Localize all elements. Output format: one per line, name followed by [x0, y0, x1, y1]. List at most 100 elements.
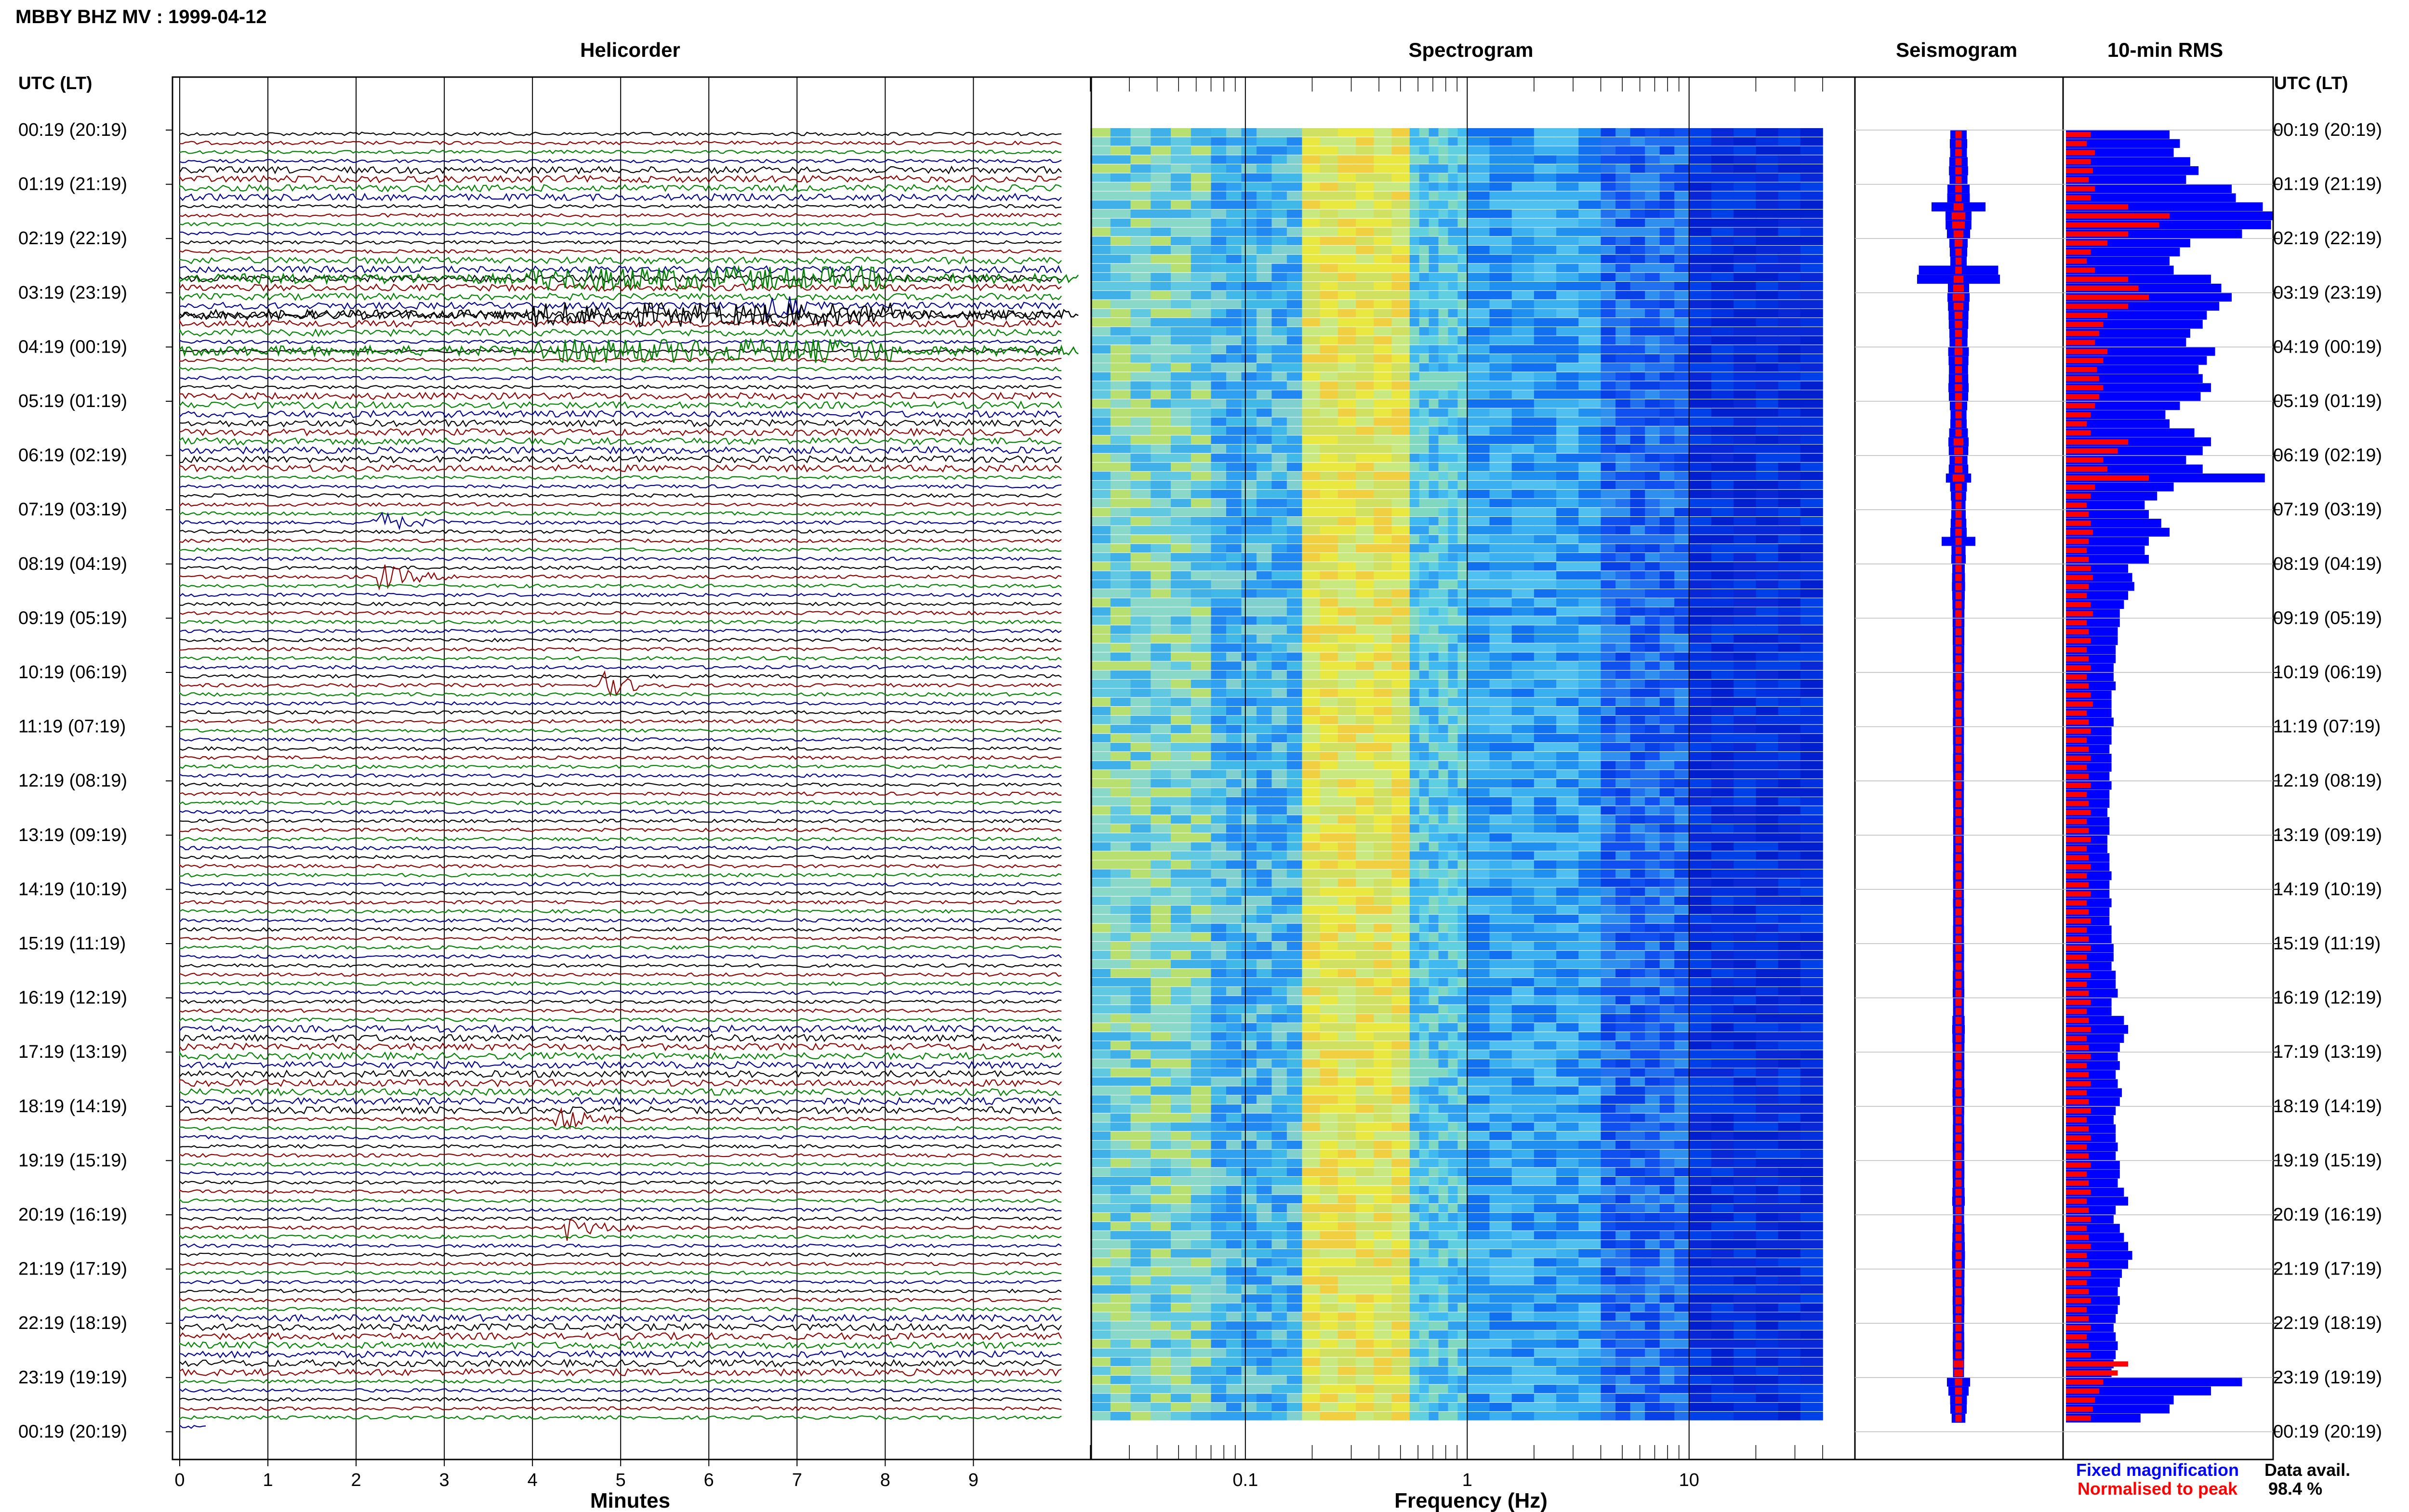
spectrogram-cell: [1191, 933, 1212, 941]
spectrogram-cell: [1578, 643, 1602, 652]
spectrogram-cell: [1356, 1158, 1375, 1168]
spectrogram-cell: [1226, 354, 1242, 363]
spectrogram-cell: [1337, 209, 1356, 218]
spectrogram-cell: [1226, 318, 1242, 327]
spectrogram-cell: [1409, 1059, 1420, 1068]
spectrogram-cell: [1674, 679, 1690, 688]
spectrogram-cell: [1689, 625, 1712, 634]
spectrogram-cell: [1448, 535, 1458, 544]
spectrogram-cell: [1226, 851, 1242, 860]
heli-trace: [179, 384, 1062, 390]
spectrogram-cell: [1689, 743, 1712, 751]
spectrogram-cell: [1302, 146, 1321, 155]
spectrogram-cell: [1778, 345, 1801, 354]
spectrogram-cell: [1756, 724, 1779, 734]
spectrogram-cell: [1226, 462, 1242, 472]
spectrogram-cell: [1438, 354, 1449, 363]
spectrogram-cell: [1191, 200, 1212, 209]
spectrogram-cell: [1226, 399, 1242, 408]
spectrogram-cell: [1271, 354, 1287, 363]
spectrogram-cell: [1320, 318, 1338, 327]
spectrogram-cell: [1448, 300, 1458, 309]
spectrogram-cell: [1756, 942, 1779, 950]
spectrogram-cell: [1191, 896, 1212, 905]
spectrogram-cell: [1130, 978, 1152, 986]
spectrogram-cell: [1356, 634, 1375, 643]
spectrogram-cell: [1302, 254, 1321, 263]
spectrogram-cell: [1090, 652, 1111, 661]
spectrogram-cell: [1320, 996, 1338, 1005]
spectrogram-cell: [1226, 444, 1242, 453]
spectrogram-cell: [1578, 950, 1602, 960]
spectrogram-cell: [1419, 833, 1430, 842]
spectrogram-cell: [1110, 499, 1131, 508]
spectrogram-cell: [1489, 960, 1512, 969]
spectrogram-cell: [1778, 155, 1801, 164]
spectrogram-cell: [1511, 960, 1535, 969]
spectrogram-cell: [1151, 1149, 1171, 1158]
spectrogram-cell: [1734, 182, 1757, 191]
spectrogram-cell: [1511, 761, 1535, 770]
spectrogram-cell: [1615, 499, 1631, 508]
heli-trace: [179, 475, 1062, 480]
spectrogram-cell: [1457, 634, 1468, 643]
spectrogram-cell: [1615, 724, 1631, 734]
spectrogram-cell: [1659, 354, 1675, 363]
spectrogram-cell: [1241, 634, 1257, 643]
spectrogram-cell: [1130, 715, 1152, 724]
spectrogram-cell: [1800, 978, 1823, 986]
spectrogram-cell: [1659, 842, 1675, 851]
spectrogram-cell: [1241, 969, 1257, 978]
spectrogram-cell: [1734, 263, 1757, 273]
spectrogram-cell: [1302, 462, 1321, 472]
spectrogram-cell: [1429, 273, 1439, 282]
spectrogram-cell: [1556, 263, 1579, 273]
spectrogram-cell: [1457, 381, 1468, 390]
spectrogram-cell: [1630, 806, 1645, 815]
spectrogram-cell: [1191, 724, 1212, 734]
spectrogram-cell: [1320, 300, 1338, 309]
spectrogram-cell: [1601, 173, 1616, 182]
spectrogram-cell: [1511, 408, 1535, 417]
spectrogram-cell: [1391, 743, 1410, 751]
spectrogram-cell: [1241, 589, 1257, 598]
spectrogram-cell: [1419, 869, 1430, 878]
spectrogram-cell: [1689, 707, 1712, 715]
spectrogram-cell: [1429, 652, 1439, 661]
spectrogram-cell: [1374, 815, 1392, 824]
spectrogram-cell: [1711, 643, 1734, 652]
spectrogram-cell: [1645, 1005, 1660, 1014]
spectrogram-cell: [1489, 1104, 1512, 1113]
spectrogram-cell: [1191, 218, 1212, 227]
spectrogram-cell: [1257, 408, 1272, 417]
spectrogram-cell: [1438, 345, 1449, 354]
spectrogram-cell: [1689, 399, 1712, 408]
spectrogram-cell: [1578, 508, 1602, 516]
spectrogram-cell: [1419, 842, 1430, 851]
spectrogram-cell: [1090, 1068, 1111, 1077]
spectrogram-cell: [1271, 697, 1287, 707]
spectrogram-cell: [1257, 589, 1272, 598]
spectrogram-cell: [1800, 273, 1823, 282]
spectrogram-cell: [1511, 535, 1535, 544]
heli-trace: [179, 174, 1062, 184]
spectrogram-cell: [1211, 878, 1227, 887]
spectrogram-cell: [1438, 508, 1449, 516]
spectrogram-cell: [1601, 182, 1616, 191]
spectrogram-cell: [1110, 209, 1131, 218]
spectrogram-cell: [1419, 969, 1430, 978]
spectrogram-cell: [1226, 671, 1242, 679]
spectrogram-cell: [1448, 842, 1458, 851]
spectrogram-cell: [1226, 1122, 1242, 1131]
spectrogram-cell: [1711, 489, 1734, 499]
spectrogram-cell: [1800, 155, 1823, 164]
spectrogram-cell: [1171, 707, 1191, 715]
spectrogram-cell: [1302, 1113, 1321, 1122]
spectrogram-cell: [1419, 571, 1430, 580]
spectrogram-cell: [1556, 978, 1579, 986]
spectrogram-cell: [1689, 309, 1712, 318]
spectrogram-cell: [1601, 1005, 1616, 1014]
spectrogram-cell: [1674, 417, 1690, 426]
spectrogram-cell: [1191, 336, 1212, 345]
spectrogram-cell: [1429, 444, 1439, 453]
